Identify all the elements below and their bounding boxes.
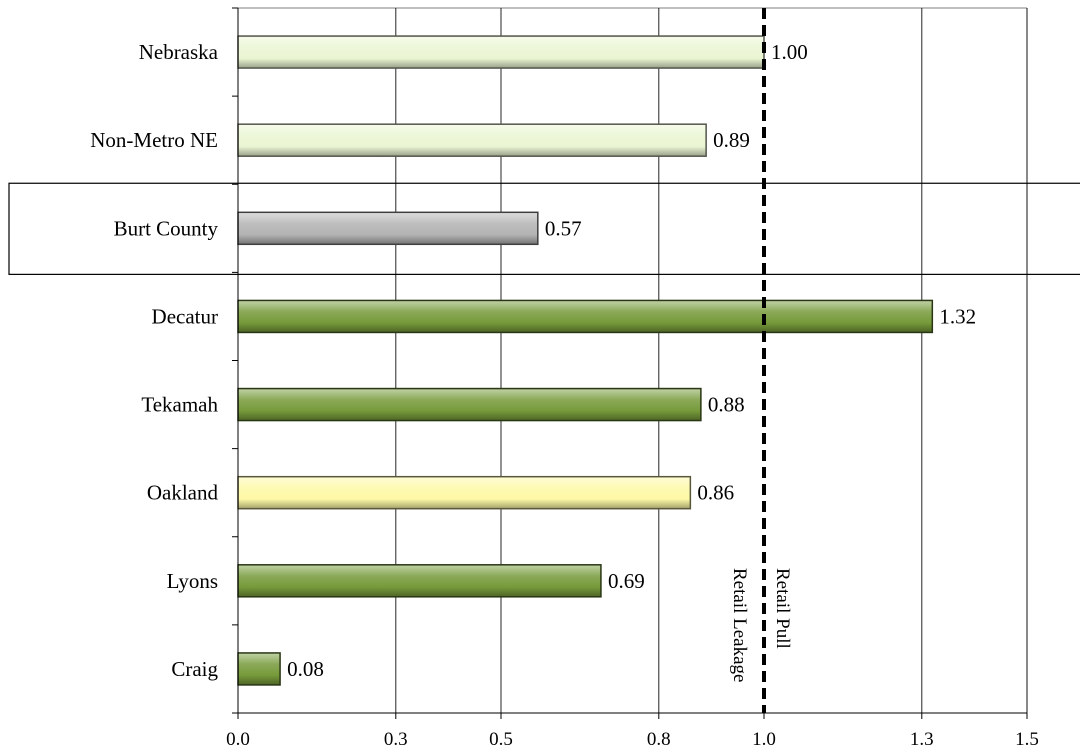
value-label: 0.88 <box>708 393 745 417</box>
bar <box>237 299 934 334</box>
category-label: Decatur <box>152 304 218 328</box>
category-label: Lyons <box>167 569 218 593</box>
retail-pull-label: Retail Pull <box>772 568 793 649</box>
x-tick-label: 1.3 <box>910 729 934 750</box>
bar <box>237 123 707 157</box>
value-label: 0.89 <box>713 128 750 152</box>
value-label: 1.32 <box>939 304 976 328</box>
category-label: Tekamah <box>141 393 218 417</box>
value-label: 0.08 <box>287 657 324 681</box>
highlight-box <box>8 182 1080 275</box>
x-tick-label: 0.8 <box>647 729 671 750</box>
bar <box>237 475 692 510</box>
bar <box>237 35 765 69</box>
category-label: Craig <box>171 657 218 681</box>
value-label: 0.86 <box>697 481 734 505</box>
category-label: Oakland <box>147 481 219 505</box>
value-label: 0.69 <box>608 569 645 593</box>
category-label: Nebraska <box>139 40 219 64</box>
x-tick-label: 0.0 <box>226 729 250 750</box>
x-tick-label: 1.0 <box>752 729 776 750</box>
retail-leakage-label: Retail Leakage <box>729 568 750 682</box>
category-label: Burt County <box>114 216 219 240</box>
bar <box>237 387 702 422</box>
x-tick-label: 1.5 <box>1015 729 1039 750</box>
category-label: Non-Metro NE <box>90 128 218 152</box>
value-label: 1.00 <box>771 40 808 64</box>
x-tick-label: 0.5 <box>489 729 513 750</box>
x-tick-label: 0.3 <box>384 729 408 750</box>
bar <box>237 564 602 598</box>
value-label: 0.57 <box>545 216 582 240</box>
bar <box>237 652 281 686</box>
bar <box>237 211 539 246</box>
